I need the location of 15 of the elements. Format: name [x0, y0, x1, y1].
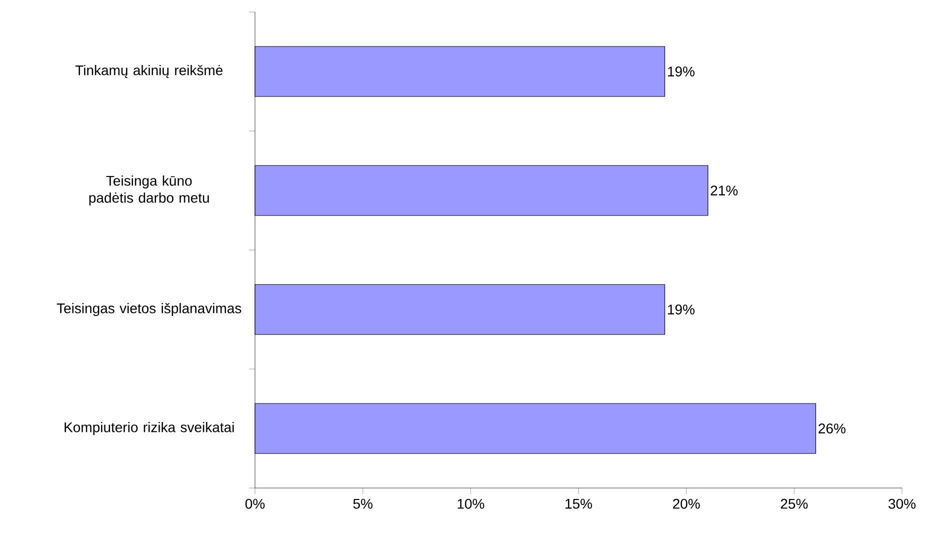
y-tick-label: Teisinga kūno padėtis darbo metu [89, 175, 209, 206]
x-tick-label: 5% [353, 498, 372, 509]
data-label: 21% [710, 186, 738, 196]
y-tick-label: Teisingas vietos išplanavimas [56, 302, 242, 316]
x-tick-label: 10% [458, 498, 484, 509]
data-label: 19% [668, 304, 694, 314]
x-tick-label: 15% [566, 498, 592, 509]
x-tick-label: 25% [780, 498, 808, 509]
x-tick-label: 20% [673, 498, 700, 509]
x-tick-label: 0% [245, 498, 265, 509]
y-tick-label: Kompiuterio rizika sveikatai [64, 422, 234, 436]
y-tick-label: Tinkamų akinių reikšmė [75, 64, 223, 78]
data-label: 19% [668, 66, 694, 76]
x-tick-label: 30% [888, 498, 916, 509]
data-label: 26% [818, 424, 846, 434]
